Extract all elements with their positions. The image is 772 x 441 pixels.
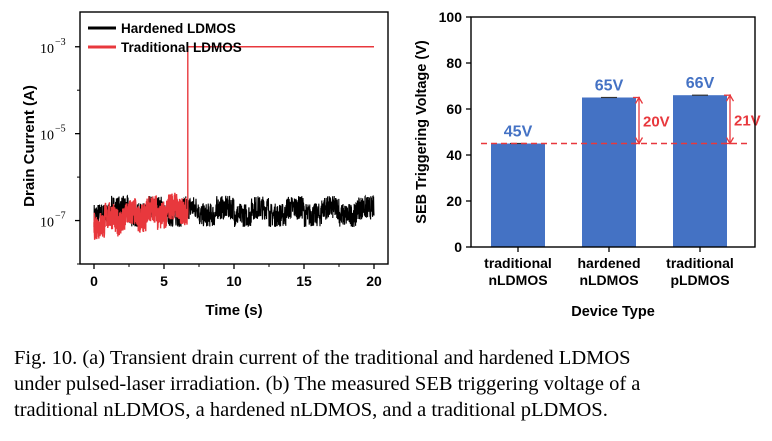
y-tick-exponent: −7 [55,211,66,222]
panel-a-x-axis-label: Time (s) [205,302,262,319]
panel-a-series-group [93,46,375,240]
category-label: nLDMOS [579,272,638,288]
y-tick-label: 0 [454,239,462,255]
x-tick-label: 10 [226,273,242,289]
figure-canvas: 0 5 10 15 20 10−710−510−3 Time (s) Drain Cur… [21,9,761,320]
category-label: hardened [577,255,640,271]
panel-a-legend: Hardened LDMOS Traditional LDMOS [88,21,242,55]
y-tick-label: 100 [439,9,463,25]
bar-1 [582,97,636,247]
category-label: traditional [666,255,734,271]
panel-b-x-ticks: traditionalnLDMOShardenednLDMOStradition… [484,247,734,288]
x-tick-label: 15 [296,273,312,289]
panel-a-drain-current-chart: 0 5 10 15 20 10−710−510−3 Time (s) Drain Cur… [21,11,389,319]
panel-b-seb-voltage-chart: 45V 65V 66V 20V 21V 0 20 40 60 80 100 traditiona… [414,9,761,320]
panel-b-bars-group: 45V 65V 66V [491,75,727,247]
bar-2 [673,95,727,247]
figure-caption: Fig. 10. (a) Transient drain current of … [14,345,766,423]
y-tick-label: 40 [446,147,462,163]
bar-0 [491,143,545,247]
annotation-label: 21V [734,112,761,129]
y-tick-label: 60 [446,101,462,117]
y-tick-exponent: −5 [55,124,66,135]
x-tick-label: 0 [90,273,98,289]
caption-line: under pulsed-laser irradiation. (b) The … [14,373,641,395]
y-tick-label: 80 [446,55,462,71]
legend-label-traditional-ldmos: Traditional LDMOS [121,40,242,55]
y-tick-exponent: −3 [55,37,66,48]
bar-value-label: 65V [595,78,624,95]
y-tick-label: 10 [40,129,54,144]
y-tick-label: 10 [40,216,54,231]
panel-a-y-axis-label: Drain Current (A) [21,85,38,207]
caption-line: traditional nLDMOS, a hardened nLDMOS, a… [14,399,608,421]
category-label: traditional [484,255,552,271]
y-tick-label: 10 [40,42,54,57]
caption-line: Fig. 10. (a) Transient drain current of … [14,347,631,369]
panel-b-y-ticks: 0 20 40 60 80 100 [439,9,471,255]
annotation-arrowhead [725,93,735,102]
panel-b-y-axis-label: SEB Triggering Voltage (V) [414,40,430,224]
series-traditional-ldmos-line [93,46,374,240]
panel-b-plot-frame [470,16,756,248]
category-label: nLDMOS [488,272,547,288]
x-tick-label: 20 [366,273,382,289]
panel-b-annotations-group: 20V 21V [633,93,761,145]
y-tick-label: 20 [446,193,462,209]
legend-label-hardened-ldmos: Hardened LDMOS [121,21,236,36]
annotation-label: 20V [643,114,670,131]
category-label: pLDMOS [670,272,729,288]
annotation-arrowhead [634,96,644,104]
bar-value-label: 66V [686,75,715,92]
panel-b-x-axis-label: Device Type [571,304,655,320]
x-tick-label: 5 [160,273,168,289]
panel-a-y-ticks: 10−710−510−3 [40,37,80,265]
panel-a-x-ticks: 0 5 10 15 20 [90,264,382,289]
bar-value-label: 45V [504,124,533,141]
annotation-arrowhead [634,137,644,145]
annotation-arrowhead [725,137,735,145]
